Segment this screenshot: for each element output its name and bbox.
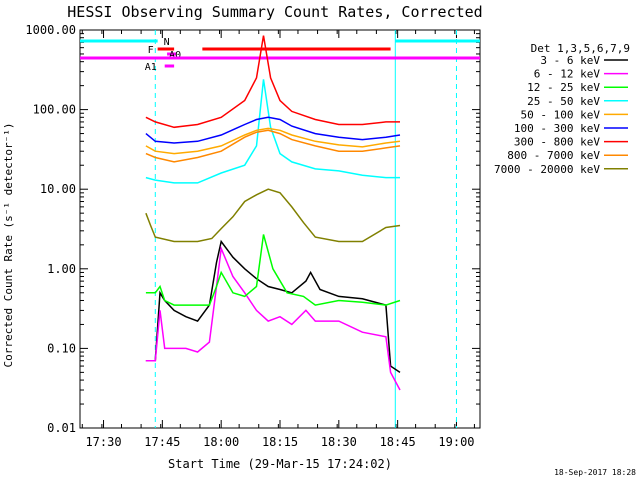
flag-label: A0 <box>169 50 181 61</box>
legend-title: Det 1,3,5,6,7,9 <box>531 42 630 55</box>
legend-label: 25 - 50 keV <box>527 95 600 108</box>
legend-label: 3 - 6 keV <box>540 54 600 67</box>
y-axis-label: Corrected Count Rate (s⁻¹ detector⁻¹) <box>2 122 15 367</box>
x-axis-label: Start Time (29-Mar-15 17:24:02) <box>168 457 392 471</box>
chart-title: HESSI Observing Summary Count Rates, Cor… <box>67 3 482 21</box>
plot-frame <box>79 29 481 429</box>
legend-label: 50 - 100 keV <box>521 108 601 121</box>
x-tick-label: 17:30 <box>85 435 121 449</box>
y-tick-label: 10.00 <box>40 182 76 196</box>
series-line <box>145 35 400 129</box>
legend-label: 800 - 7000 keV <box>507 149 600 162</box>
y-tick-label: 0.01 <box>47 421 76 435</box>
legend-label: 6 - 12 keV <box>534 68 601 81</box>
x-tick-label: 18:45 <box>380 435 416 449</box>
series-line <box>145 116 401 144</box>
series-line <box>145 79 400 184</box>
y-tick-label: 1000.00 <box>25 23 76 37</box>
legend-label: 300 - 800 keV <box>514 136 600 149</box>
x-tick-label: 18:00 <box>203 435 239 449</box>
legend-label: 12 - 25 keV <box>527 81 600 94</box>
flag-label: N <box>164 37 170 48</box>
legend-label: 100 - 300 keV <box>514 122 600 135</box>
series-line <box>145 129 401 163</box>
series-line <box>145 234 401 306</box>
flag-label: A1 <box>145 62 157 73</box>
series-line <box>145 188 401 243</box>
y-tick-label: 100.00 <box>33 103 76 117</box>
y-tick-label: 1.00 <box>47 262 76 276</box>
y-tick-label: 0.10 <box>47 341 76 355</box>
legend-label: 7000 - 20000 keV <box>494 163 600 176</box>
series-line <box>145 127 401 155</box>
x-tick-label: 18:15 <box>262 435 298 449</box>
flag-label: F <box>148 45 154 56</box>
footer-timestamp: 18-Sep-2017 18:28 <box>554 468 636 477</box>
series-line <box>145 245 401 391</box>
x-tick-label: 17:45 <box>144 435 180 449</box>
series-line <box>145 239 401 374</box>
x-tick-label: 19:00 <box>438 435 474 449</box>
plot-area: 1000.00 100.00 10.00 1.00 0.10 0.01 17:30 17:45… <box>25 23 481 449</box>
x-tick-label: 18:30 <box>321 435 357 449</box>
